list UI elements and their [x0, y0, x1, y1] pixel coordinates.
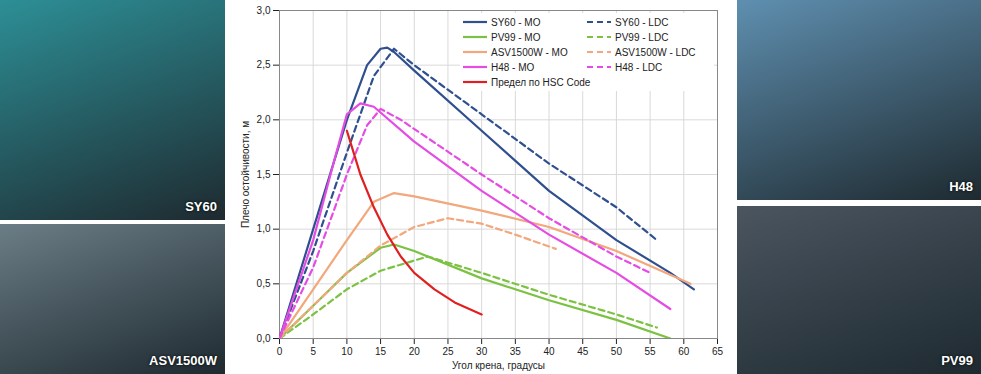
- svg-text:Плечо остойчивости, м: Плечо остойчивости, м: [240, 121, 251, 228]
- svg-text:0,0: 0,0: [257, 333, 271, 344]
- svg-text:Угол крена, градусы: Угол крена, градусы: [452, 360, 545, 371]
- svg-text:55: 55: [645, 346, 657, 357]
- html-text:H48: H48: [949, 179, 973, 194]
- html-text:ASV1500W - MO: ASV1500W - MO: [491, 46, 568, 58]
- html-text:ASV1500W: ASV1500W: [149, 353, 217, 368]
- html-text:SY60 - LDC: SY60 - LDC: [615, 16, 669, 28]
- html-text:H48 - LDC: H48 - LDC: [615, 61, 663, 73]
- svg-text:65: 65: [712, 346, 724, 357]
- svg-text:1,5: 1,5: [257, 169, 271, 180]
- svg-text:10: 10: [341, 346, 353, 357]
- svg-text:0: 0: [277, 346, 283, 357]
- svg-text:40: 40: [543, 346, 555, 357]
- html-text:PV99: PV99: [941, 353, 973, 368]
- svg-text:3,0: 3,0: [257, 5, 271, 16]
- html-text:SY60 - MO: SY60 - MO: [491, 16, 541, 28]
- html-text:Предел по HSC Code: Предел по HSC Code: [491, 76, 591, 88]
- html-text:ASV1500W - LDC: ASV1500W - LDC: [615, 46, 696, 58]
- svg-text:15: 15: [375, 346, 387, 357]
- svg-text:60: 60: [678, 346, 690, 357]
- svg-text:1,0: 1,0: [257, 223, 271, 234]
- html-text:SY60: SY60: [185, 199, 217, 214]
- svg-text:45: 45: [577, 346, 589, 357]
- svg-text:20: 20: [409, 346, 421, 357]
- svg-text:0,5: 0,5: [257, 278, 271, 289]
- html-text:H48 - MO: H48 - MO: [491, 61, 535, 73]
- html-text:PV99 - MO: PV99 - MO: [491, 31, 541, 43]
- svg-text:2,0: 2,0: [257, 114, 271, 125]
- svg-text:5: 5: [310, 346, 316, 357]
- svg-text:25: 25: [442, 346, 454, 357]
- svg-text:2,5: 2,5: [257, 59, 271, 70]
- svg-text:35: 35: [510, 346, 522, 357]
- svg-text:30: 30: [476, 346, 488, 357]
- svg-text:50: 50: [611, 346, 623, 357]
- html-text:PV99 - LDC: PV99 - LDC: [615, 31, 669, 43]
